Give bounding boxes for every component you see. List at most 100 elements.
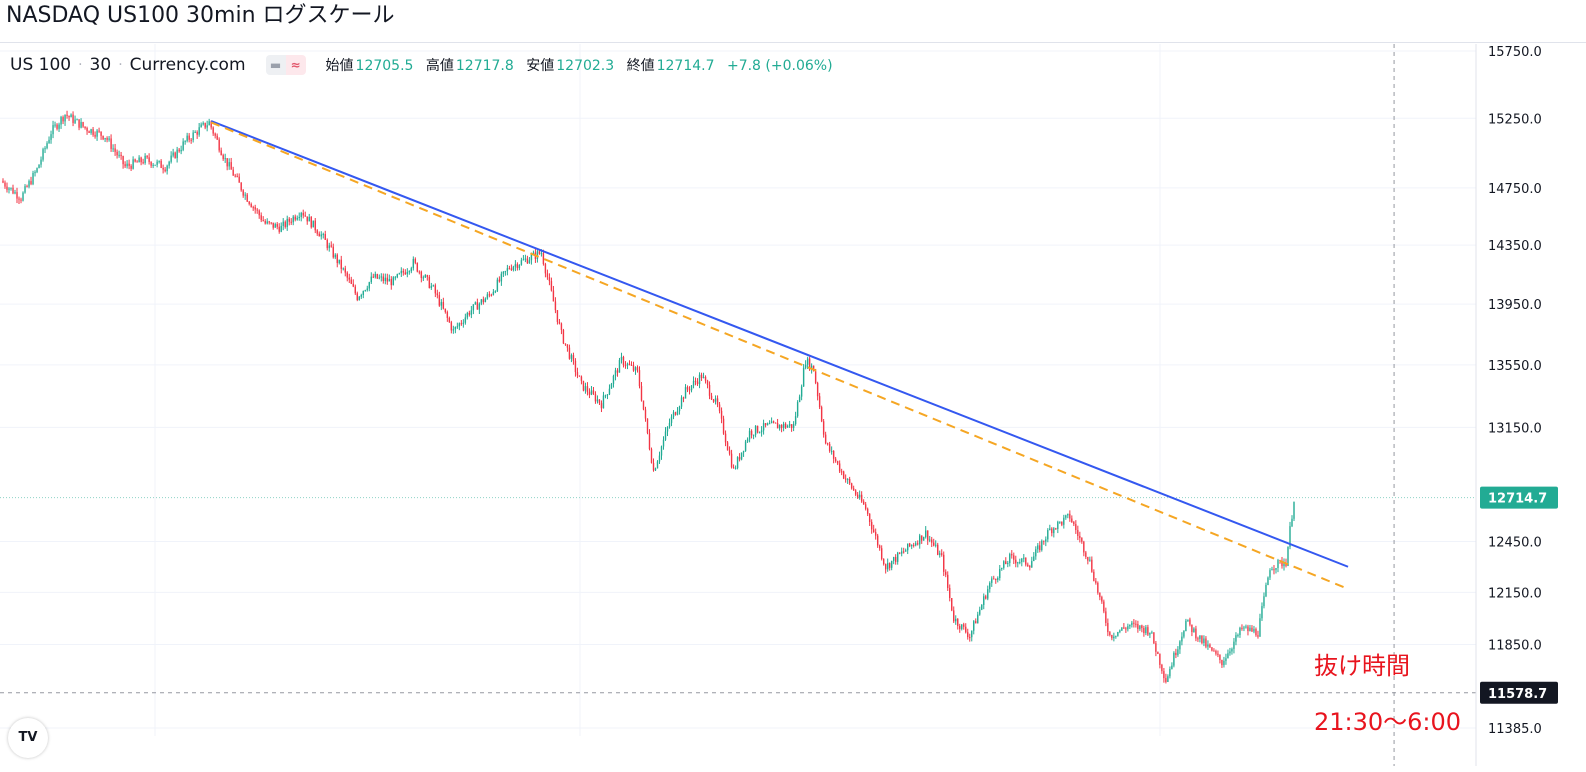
candle-body <box>574 360 577 373</box>
candle-body <box>248 201 250 204</box>
candle-body <box>864 504 867 509</box>
candle-body <box>544 264 547 274</box>
candle-body <box>915 543 917 546</box>
candle-body <box>76 119 78 121</box>
candle-body <box>931 539 933 543</box>
candle-body <box>320 234 322 237</box>
candle-body <box>622 356 625 366</box>
candle-body <box>993 578 995 580</box>
candle-body <box>330 245 332 247</box>
candle-body <box>336 254 338 264</box>
candle-body <box>372 276 374 278</box>
candle-body <box>160 160 162 168</box>
candle-body <box>676 411 679 415</box>
candle-body <box>50 134 52 140</box>
candle-body <box>192 132 194 141</box>
candle-body <box>576 372 579 376</box>
candle-body <box>884 564 887 570</box>
candle-body <box>680 397 683 407</box>
candle-body <box>256 209 258 211</box>
candle-body <box>368 282 370 289</box>
candle-body <box>636 367 639 371</box>
candle-body <box>1169 668 1171 677</box>
approx-icon[interactable]: ≈ <box>285 55 306 75</box>
tradingview-logo[interactable]: TV <box>8 718 48 758</box>
candle-body <box>766 423 769 426</box>
candle-body <box>999 569 1001 579</box>
candle-body <box>556 310 559 322</box>
candle-body <box>510 268 513 270</box>
candle-body <box>844 478 847 480</box>
candle-body <box>66 114 68 116</box>
candle-body <box>84 126 86 129</box>
candle-body <box>1131 622 1133 625</box>
candle-body <box>548 277 551 282</box>
candle-body <box>722 418 725 434</box>
candle-body <box>460 323 463 325</box>
candle-body <box>1223 660 1225 666</box>
candle-body <box>600 403 603 409</box>
candle-body <box>1101 597 1103 602</box>
candle-body <box>724 433 727 443</box>
candle-body <box>582 380 585 391</box>
ohlc-values: 始値 12705.5 高値 12717.8 安値 12702.3 終値 12714.7 … <box>326 55 833 75</box>
candle-body <box>286 218 288 227</box>
candle-body <box>730 453 733 468</box>
candle-body <box>632 365 635 371</box>
candle-body <box>606 394 609 396</box>
candle-body <box>436 293 439 296</box>
candle-body <box>1057 521 1059 529</box>
indicator-toggle[interactable]: ▬ ≈ <box>265 55 306 75</box>
candle-body <box>630 364 633 366</box>
candle-body <box>945 571 947 575</box>
candle-body <box>720 410 723 419</box>
candle-body <box>376 274 378 279</box>
candle-body <box>674 412 677 415</box>
candle-body <box>48 139 50 144</box>
candle-body <box>758 432 761 434</box>
candle-body <box>894 557 897 562</box>
candle-body <box>880 548 883 559</box>
candle-body <box>634 367 637 371</box>
candle-body <box>388 279 390 282</box>
candle-body <box>148 157 150 162</box>
candle-body <box>288 218 290 222</box>
candle-body <box>1137 624 1139 629</box>
interval-label[interactable]: 30 <box>89 55 112 75</box>
candle-body <box>618 360 621 373</box>
candle-body <box>342 268 344 270</box>
candle-body <box>280 225 282 232</box>
candle-body <box>1039 545 1041 551</box>
candle-body <box>214 133 216 136</box>
candle-body <box>146 155 148 158</box>
candle-body <box>338 259 340 264</box>
candle-body <box>786 425 789 428</box>
candle-body <box>72 114 74 123</box>
candle-body <box>774 422 777 424</box>
candle-body <box>324 234 326 240</box>
candle-body <box>364 290 366 292</box>
candle-body <box>896 552 899 562</box>
candle-body <box>370 276 372 283</box>
candle-body <box>1237 635 1239 637</box>
candle-body <box>294 216 296 220</box>
candle-body <box>762 423 765 431</box>
candle-body <box>776 423 779 429</box>
candle-body <box>1029 565 1031 568</box>
hide-icon[interactable]: ▬ <box>265 55 286 75</box>
candle-body <box>524 258 527 260</box>
candle-body <box>1021 558 1023 563</box>
candle-body <box>975 621 977 624</box>
candle-body <box>852 488 855 491</box>
candle-body <box>1003 561 1005 568</box>
candle-body <box>846 479 849 481</box>
candle-body <box>230 162 232 170</box>
candle-body <box>951 598 953 611</box>
candle-body <box>352 283 354 287</box>
symbol-name[interactable]: US 100 <box>10 55 72 75</box>
candle-body <box>536 251 539 259</box>
candle-body <box>953 610 955 622</box>
candle-body <box>594 393 597 402</box>
candle-body <box>464 317 467 323</box>
